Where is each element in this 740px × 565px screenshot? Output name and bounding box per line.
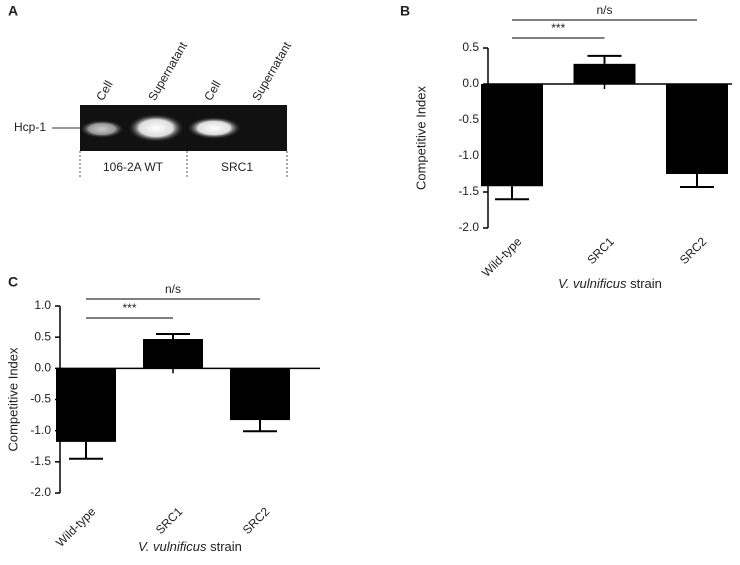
panel-label: B — [400, 3, 410, 19]
error-bar — [587, 54, 622, 64]
group-label: SRC1 — [221, 160, 253, 174]
species-name: V. vulnificus — [138, 539, 207, 554]
y-tick-label: 0.0 — [462, 76, 479, 90]
gel-band — [80, 120, 124, 138]
y-tick-label: 0.5 — [462, 40, 479, 54]
bar — [143, 339, 203, 369]
y-tick-label: 0.0 — [34, 361, 51, 375]
gel-panel: A Hcp-1 106-2A WT SRC1 Cell Supernatant … — [8, 3, 294, 178]
y-tick-label: -1.5 — [30, 454, 51, 468]
lane-label: Supernatant — [145, 39, 190, 103]
y-tick-label: -1.0 — [458, 148, 479, 162]
lane-label: Cell — [201, 78, 223, 103]
significance-label: n/s — [596, 3, 612, 17]
x-label-rest: strain — [630, 276, 662, 291]
error-bar — [69, 441, 103, 460]
significance-label: *** — [551, 21, 565, 35]
x-tick-label: SRC1 — [584, 234, 617, 267]
bar — [481, 84, 543, 187]
gel-band — [128, 114, 184, 142]
bar — [666, 84, 728, 174]
group-label: 106-2A WT — [103, 160, 164, 174]
significance-label: *** — [122, 301, 136, 315]
y-tick-label: -2.0 — [30, 485, 51, 499]
x-axis-label: V. vulnificus strain — [558, 276, 662, 291]
x-tick-label: Wild-type — [479, 234, 524, 279]
panel-label: C — [8, 274, 18, 290]
y-axis-label: Competitive Index — [413, 85, 428, 190]
error-bar — [495, 186, 529, 201]
y-tick-label: -2.0 — [458, 220, 479, 234]
y-tick-label: 0.5 — [34, 329, 51, 343]
bar — [573, 63, 636, 84]
bar — [56, 368, 116, 442]
lane-label: Cell — [93, 78, 115, 103]
panel-label: A — [8, 3, 18, 19]
y-tick-label: -0.5 — [30, 392, 51, 406]
y-tick-label: -1.0 — [30, 423, 51, 437]
error-bar — [156, 333, 190, 340]
bar — [230, 368, 290, 421]
x-tick-label: SRC2 — [240, 504, 273, 537]
species-name: V. vulnificus — [558, 276, 627, 291]
y-tick-label: -0.5 — [458, 112, 479, 126]
x-tick-label: Wild-type — [53, 504, 98, 549]
y-tick-label: -1.5 — [458, 184, 479, 198]
lane-label: Supernatant — [249, 39, 294, 103]
significance-label: n/s — [165, 282, 181, 296]
x-tick-label: SRC1 — [153, 504, 186, 537]
lane-dividers — [79, 151, 288, 178]
x-axis-label: V. vulnificus strain — [138, 539, 242, 554]
y-axis-label: Competitive Index — [5, 347, 20, 452]
gel-band — [187, 117, 241, 139]
y-tick-label: 1.0 — [34, 298, 51, 312]
band-label: Hcp-1 — [14, 120, 46, 134]
x-label-rest: strain — [210, 539, 242, 554]
x-tick-label: SRC2 — [677, 234, 710, 267]
error-bar — [243, 420, 277, 433]
error-bar — [680, 174, 714, 188]
